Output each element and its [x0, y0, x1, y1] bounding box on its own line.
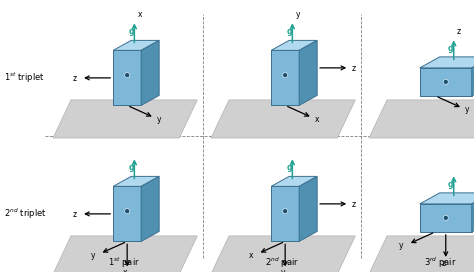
Polygon shape [113, 40, 159, 50]
Text: x: x [249, 251, 253, 260]
Polygon shape [369, 236, 474, 272]
Circle shape [443, 215, 448, 220]
Polygon shape [420, 68, 472, 96]
Polygon shape [271, 40, 317, 50]
Text: 2$^{nd}$ triplet: 2$^{nd}$ triplet [4, 207, 47, 221]
Polygon shape [420, 57, 474, 68]
Polygon shape [113, 186, 141, 241]
Polygon shape [271, 176, 317, 186]
Text: y: y [91, 251, 95, 260]
Circle shape [125, 73, 130, 78]
Text: z: z [457, 27, 461, 36]
Circle shape [283, 209, 288, 214]
Polygon shape [211, 236, 356, 272]
Polygon shape [472, 57, 474, 96]
Text: 1$^{st}$ triplet: 1$^{st}$ triplet [4, 71, 45, 85]
Text: z: z [351, 200, 356, 209]
Polygon shape [141, 40, 159, 105]
Text: 2$^{nd}$ pair: 2$^{nd}$ pair [265, 256, 299, 270]
Circle shape [283, 73, 288, 78]
Polygon shape [113, 176, 159, 186]
Polygon shape [472, 193, 474, 232]
Text: x: x [137, 10, 142, 19]
Polygon shape [53, 100, 197, 138]
Polygon shape [299, 176, 317, 241]
Circle shape [125, 209, 130, 214]
Text: g: g [286, 163, 292, 172]
Polygon shape [53, 236, 197, 272]
Text: y: y [399, 241, 403, 250]
Text: 3$^{rd}$ pair: 3$^{rd}$ pair [424, 256, 456, 270]
Polygon shape [211, 100, 356, 138]
Text: z: z [72, 74, 76, 83]
Polygon shape [271, 50, 299, 105]
Polygon shape [271, 186, 299, 241]
Text: g: g [448, 44, 453, 53]
Text: y: y [465, 105, 469, 114]
Text: x: x [123, 268, 128, 272]
Text: z: z [442, 259, 446, 268]
Polygon shape [299, 40, 317, 105]
Text: g: g [448, 180, 453, 189]
Polygon shape [420, 193, 474, 204]
Text: g: g [286, 27, 292, 36]
Text: y: y [156, 115, 161, 124]
Text: g: g [128, 163, 134, 172]
Polygon shape [141, 176, 159, 241]
Polygon shape [369, 100, 474, 138]
Polygon shape [420, 204, 472, 232]
Text: z: z [351, 64, 356, 73]
Text: z: z [72, 210, 76, 219]
Circle shape [443, 79, 448, 84]
Text: g: g [128, 27, 134, 36]
Text: y: y [295, 10, 300, 19]
Polygon shape [113, 50, 141, 105]
Text: 1$^{st}$ pair: 1$^{st}$ pair [108, 256, 140, 270]
Text: y: y [281, 268, 286, 272]
Text: x: x [315, 115, 319, 124]
